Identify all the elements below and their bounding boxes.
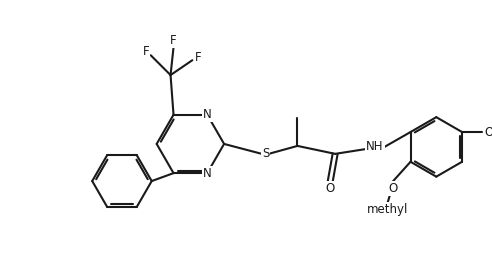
Text: S: S — [262, 147, 270, 160]
Text: N: N — [203, 108, 212, 121]
Text: F: F — [143, 45, 149, 58]
Text: F: F — [195, 51, 202, 64]
Text: NH: NH — [366, 140, 384, 153]
Text: O: O — [388, 182, 398, 195]
Text: O: O — [484, 126, 492, 138]
Text: N: N — [203, 167, 212, 180]
Text: F: F — [170, 34, 177, 47]
Text: methyl: methyl — [367, 203, 408, 216]
Text: O: O — [326, 182, 335, 195]
